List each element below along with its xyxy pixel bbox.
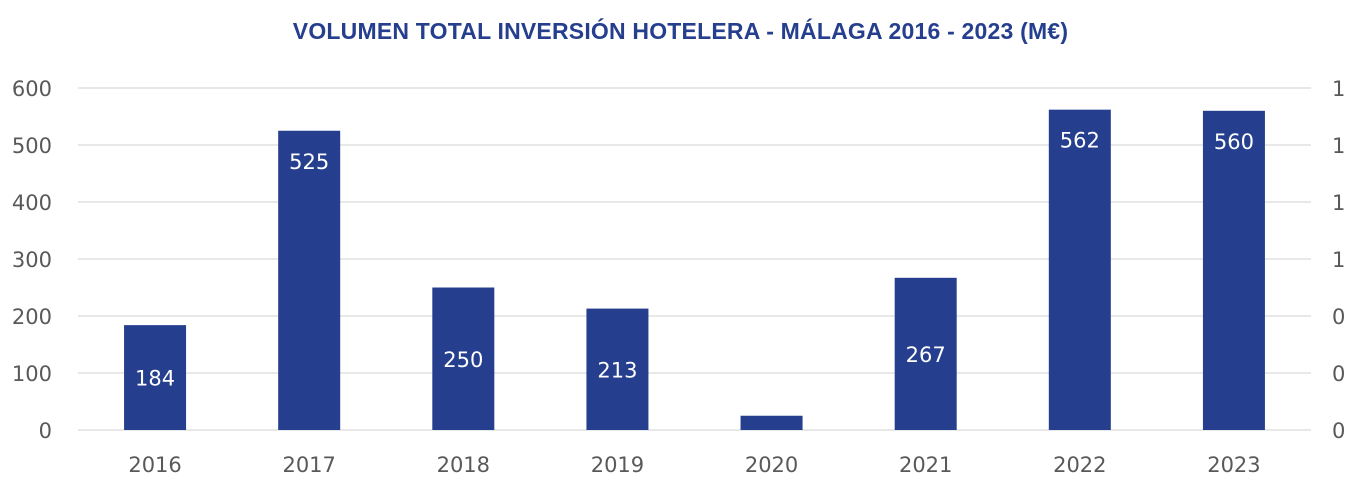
x-tick-label-2022: 2022 [1053, 453, 1106, 477]
y-tick-label-left: 500 [12, 134, 52, 158]
chart-title: VOLUMEN TOTAL INVERSIÓN HOTELERA - MÁLAG… [292, 18, 1069, 44]
data-label-2016: 184 [135, 367, 175, 391]
x-tick-label-2020: 2020 [745, 453, 798, 477]
bar-2022 [1048, 109, 1111, 430]
x-axis: 2016 2017 2018 2019 2020 2021 2022 2023 [128, 453, 1260, 477]
bar-2020 [740, 415, 803, 430]
bar-2018 [432, 287, 495, 430]
x-tick-label-2016: 2016 [128, 453, 181, 477]
bar-2016 [124, 325, 187, 430]
y-tick-label-right: 1 [1332, 191, 1345, 215]
y-tick-label-left: 200 [12, 305, 52, 329]
y-tick-label-left: 300 [12, 248, 52, 272]
y-tick-label-right: 1 [1332, 248, 1345, 272]
gridlines [78, 87, 1311, 431]
bar-2023 [1202, 110, 1265, 431]
x-tick-label-2018: 2018 [437, 453, 490, 477]
y-tick-label-right: 0 [1332, 362, 1345, 386]
y-tick-label-right: 0 [1332, 305, 1345, 329]
y-tick-label-left: 100 [12, 362, 52, 386]
bars [124, 109, 1265, 431]
y-tick-label-left: 400 [12, 191, 52, 215]
data-label-2023: 560 [1214, 130, 1254, 154]
y-tick-label-left: 0 [39, 419, 52, 443]
y-tick-label-right: 1 [1332, 134, 1345, 158]
data-label-2017: 525 [289, 150, 329, 174]
bar-2017 [278, 130, 341, 430]
y-tick-label-left: 600 [12, 77, 52, 101]
bar-2019 [586, 308, 649, 430]
x-tick-label-2021: 2021 [899, 453, 952, 477]
x-tick-label-2019: 2019 [591, 453, 644, 477]
y-tick-label-right: 1 [1332, 77, 1345, 101]
data-label-2018: 250 [443, 348, 483, 372]
x-tick-label-2017: 2017 [282, 453, 335, 477]
data-label-2021: 267 [906, 343, 946, 367]
data-labels: 184 525 250 213 267 562 560 [135, 129, 1254, 391]
y-tick-label-right: 0 [1332, 419, 1345, 443]
data-label-2019: 213 [597, 358, 637, 382]
x-tick-label-2023: 2023 [1207, 453, 1260, 477]
bar-2021 [894, 277, 957, 430]
y-axis-left: 0 100 200 300 400 500 600 [12, 77, 52, 443]
data-label-2022: 562 [1060, 129, 1100, 153]
y-axis-right: 0 0 0 1 1 1 1 [1332, 77, 1345, 443]
